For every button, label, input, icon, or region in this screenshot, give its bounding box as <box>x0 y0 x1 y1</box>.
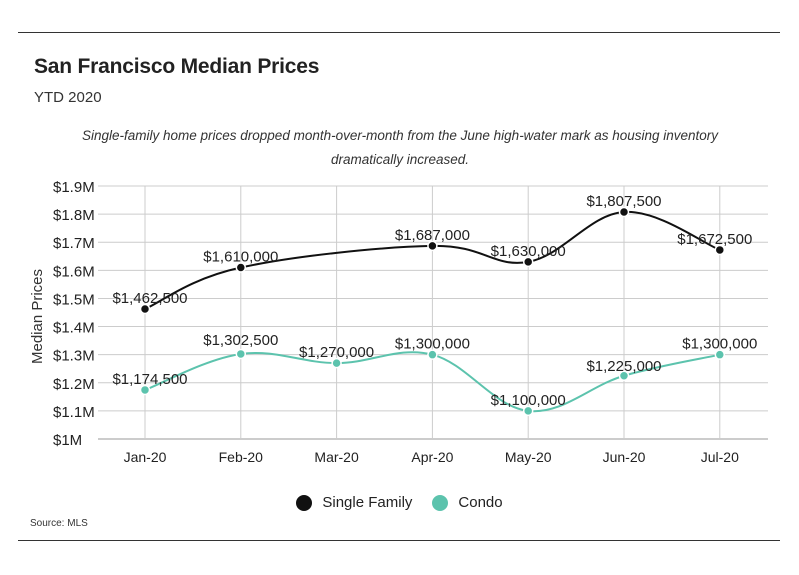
single-family-data-label: $1,687,000 <box>395 227 470 244</box>
y-tick-label: $1.9M <box>53 179 95 196</box>
y-tick-label: $1.1M <box>53 404 95 421</box>
condo-point <box>618 370 630 381</box>
x-tick-label: Feb-20 <box>219 449 264 465</box>
condo-point <box>331 357 342 369</box>
condo-point <box>427 349 438 360</box>
condo-data-label: $1,300,000 <box>682 336 757 353</box>
single-family-point <box>427 240 438 252</box>
single-family-data-label: $1,610,000 <box>203 249 278 266</box>
condo-data-label: $1,174,500 <box>112 371 187 388</box>
single-family-swatch <box>296 494 313 511</box>
single-family-data-label: $1,807,500 <box>586 193 661 210</box>
single-family-data-label: $1,672,500 <box>677 231 752 248</box>
chart-title: San Francisco Median Prices <box>34 55 320 78</box>
source-note: Source: MLS <box>30 518 88 529</box>
single-family-data-label: $1,630,000 <box>491 243 566 260</box>
x-tick-label: Jan-20 <box>124 449 167 465</box>
y-axis-title: Median Prices <box>29 269 46 364</box>
x-tick-label: Jul-20 <box>701 449 739 465</box>
single-family-line <box>144 210 721 310</box>
condo-data-label: $1,302,500 <box>203 332 278 349</box>
single-family-point <box>714 244 726 256</box>
y-tick-label: $1M <box>53 432 82 449</box>
condo-data-label: $1,300,000 <box>395 336 470 353</box>
condo-point <box>714 349 726 360</box>
condo-point <box>522 405 534 417</box>
condo-data-label: $1,270,000 <box>299 344 374 361</box>
y-tick-label: $1.7M <box>53 235 95 252</box>
chart-legend: Single Family Condo <box>0 494 799 511</box>
single-family-data-label: $1,462,500 <box>112 290 187 307</box>
y-tick-label: $1.5M <box>53 291 95 308</box>
x-tick-label: Mar-20 <box>314 449 359 465</box>
single-family-point <box>522 256 534 268</box>
legend-label-condo: Condo <box>458 494 503 511</box>
single-family-point <box>618 206 630 218</box>
condo-point <box>235 348 247 360</box>
x-tick-label: Apr-20 <box>411 449 453 465</box>
x-tick-label: May-20 <box>505 449 552 465</box>
condo-data-label: $1,225,000 <box>586 358 661 375</box>
condo-point <box>139 384 151 396</box>
legend-item-single-family[interactable]: Single Family <box>296 494 412 511</box>
single-family-point <box>139 303 151 315</box>
condo-swatch <box>432 494 449 511</box>
x-tick-label: Jun-20 <box>603 449 646 465</box>
legend-label-single-family: Single Family <box>322 494 413 511</box>
y-tick-label: $1.2M <box>53 376 95 393</box>
chart-note: Single-family home prices dropped month-… <box>81 128 719 167</box>
y-tick-label: $1.3M <box>53 348 95 365</box>
condo-data-label: $1,100,000 <box>491 392 566 409</box>
y-tick-label: $1.4M <box>53 320 95 337</box>
y-tick-label: $1.8M <box>53 207 95 224</box>
single-family-point <box>235 262 247 273</box>
bottom-rule <box>18 540 780 541</box>
legend-item-condo[interactable]: Condo <box>432 494 503 511</box>
top-rule <box>18 32 780 33</box>
chart-subtitle: YTD 2020 <box>34 89 102 106</box>
y-tick-label: $1.6M <box>53 263 95 280</box>
